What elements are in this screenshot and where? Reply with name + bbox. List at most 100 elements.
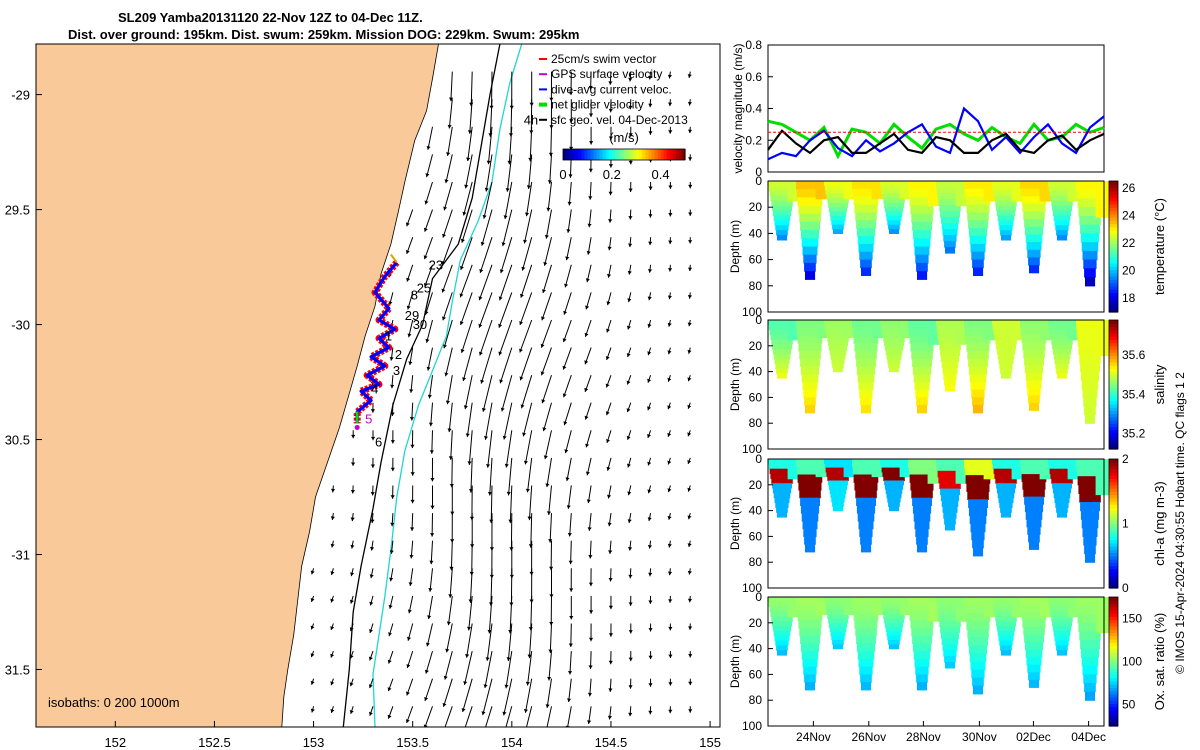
geo-arrowhead <box>627 519 632 523</box>
velocity-y-tick-label: 0.2 <box>745 133 762 147</box>
temperature-colorbar-cell <box>1109 181 1118 185</box>
salinity-cell <box>968 358 988 367</box>
chla-cell <box>886 493 902 499</box>
geo-arrow <box>499 347 513 384</box>
oxygen-colorbar-cell <box>1109 619 1118 624</box>
oxygen-cell <box>1053 630 1071 637</box>
salinity-cell <box>1053 353 1071 360</box>
coastline-0m <box>281 44 439 727</box>
temperature-colorbar-tick-label: 18 <box>1122 291 1136 305</box>
salinity-cell <box>937 331 963 339</box>
geo-arrowhead <box>486 160 491 165</box>
salinity-colorbar-cell <box>1109 413 1118 418</box>
geo-arrow <box>527 457 533 493</box>
oxygen-cell <box>970 661 986 671</box>
temperature-axes <box>767 180 1105 313</box>
chla-colorbar-cell <box>1109 465 1118 470</box>
salinity-cell <box>852 327 880 336</box>
oxygen-cell <box>996 626 1016 632</box>
geo-arrow <box>478 292 493 328</box>
geo-arrowhead <box>586 251 591 255</box>
temperature-cell <box>861 267 872 276</box>
oxygen-cell <box>994 611 1018 617</box>
oxygen-cell <box>966 621 990 630</box>
salinity-y-tick-label: 80 <box>749 416 763 430</box>
colorbar-tick-label: 0.2 <box>603 167 621 182</box>
salinity-colorbar-tick-label: 35.2 <box>1122 426 1146 440</box>
oxygen-cell <box>831 635 845 641</box>
chla-cell <box>769 468 795 475</box>
temperature-cell <box>852 181 880 190</box>
geo-arrowhead <box>563 421 568 426</box>
geo-arrow <box>489 99 493 137</box>
geo-arrowhead <box>330 516 335 520</box>
temperature-cell <box>1049 190 1075 197</box>
map-x-tick-label: 154.5 <box>595 735 628 750</box>
geo-arrowhead <box>563 310 568 315</box>
day-label: 8 <box>411 287 418 302</box>
geo-arrow <box>522 402 533 437</box>
geo-arrowhead <box>390 522 395 527</box>
oxygen-cell <box>1023 627 1045 636</box>
temperature-colorbar-cell <box>1109 243 1118 248</box>
oxygen-colorbar <box>1108 596 1119 727</box>
geo-arrowhead <box>687 322 692 327</box>
geo-arrow <box>470 457 473 493</box>
oxygen-cell <box>882 609 906 615</box>
chla-cell <box>777 512 788 518</box>
chla-cell <box>803 528 817 537</box>
temperature-colorbar-cell <box>1109 200 1118 205</box>
chla-colorbar-cell <box>1109 584 1118 589</box>
geo-arrowhead <box>608 633 613 637</box>
geo-arrow <box>448 99 453 129</box>
salinity-cell <box>777 373 788 379</box>
geo-arrowhead <box>667 350 672 355</box>
temperature-cell <box>1050 195 1074 202</box>
oxygen-cell <box>1020 597 1048 606</box>
geo-arrowhead <box>626 353 631 357</box>
salinity-cell <box>916 397 928 406</box>
temperature-cell <box>941 223 959 230</box>
salinity-colorbar-cell <box>1109 378 1118 382</box>
geo-arrowhead <box>447 428 452 433</box>
colorbar-cell <box>681 149 686 160</box>
geo-arrow <box>545 209 552 239</box>
oxygen-cell <box>773 630 791 637</box>
salinity-cell <box>856 366 876 375</box>
salinity-cell <box>1057 373 1068 379</box>
day-label: 4 <box>371 382 378 397</box>
salinity-colorbar-cell <box>1109 336 1118 340</box>
oxygen-cell <box>860 674 872 683</box>
oxygen-colorbar-cell <box>1109 626 1118 630</box>
geo-arrow <box>563 402 572 426</box>
geo-arrowhead <box>465 433 470 437</box>
colorbar-cell <box>657 149 662 160</box>
salinity-cell <box>1001 373 1012 379</box>
geo-arrow <box>562 347 572 370</box>
temperature-cell <box>773 215 791 221</box>
chla-colorbar-cell <box>1109 565 1118 570</box>
salinity-y-tick-label: 60 <box>749 390 763 404</box>
geo-arrowhead <box>605 411 610 416</box>
temperature-cell <box>908 189 936 198</box>
temperature-cell <box>880 181 908 186</box>
geo-arrowhead <box>688 267 693 272</box>
geo-arrowhead <box>668 571 673 576</box>
chla-cell <box>880 459 908 464</box>
salinity-colorbar-cell <box>1109 429 1118 434</box>
temperature-cell <box>859 251 873 261</box>
temperature-colorbar-cell <box>1109 295 1118 300</box>
geo-arrowhead <box>569 146 574 151</box>
geo-arrowhead <box>462 377 467 381</box>
geo-arrow <box>465 154 473 189</box>
salinity-cell <box>883 337 905 343</box>
geo-arrowhead <box>687 543 692 547</box>
colorbar-cell <box>651 149 656 160</box>
geo-arrowhead <box>423 283 428 287</box>
chla-cell <box>827 476 849 482</box>
salinity-cell <box>1076 320 1104 330</box>
chla-cell <box>944 518 956 525</box>
oxygen-cell <box>972 677 984 687</box>
oxygen-cell <box>775 640 789 646</box>
geo-arrowhead <box>349 710 354 714</box>
